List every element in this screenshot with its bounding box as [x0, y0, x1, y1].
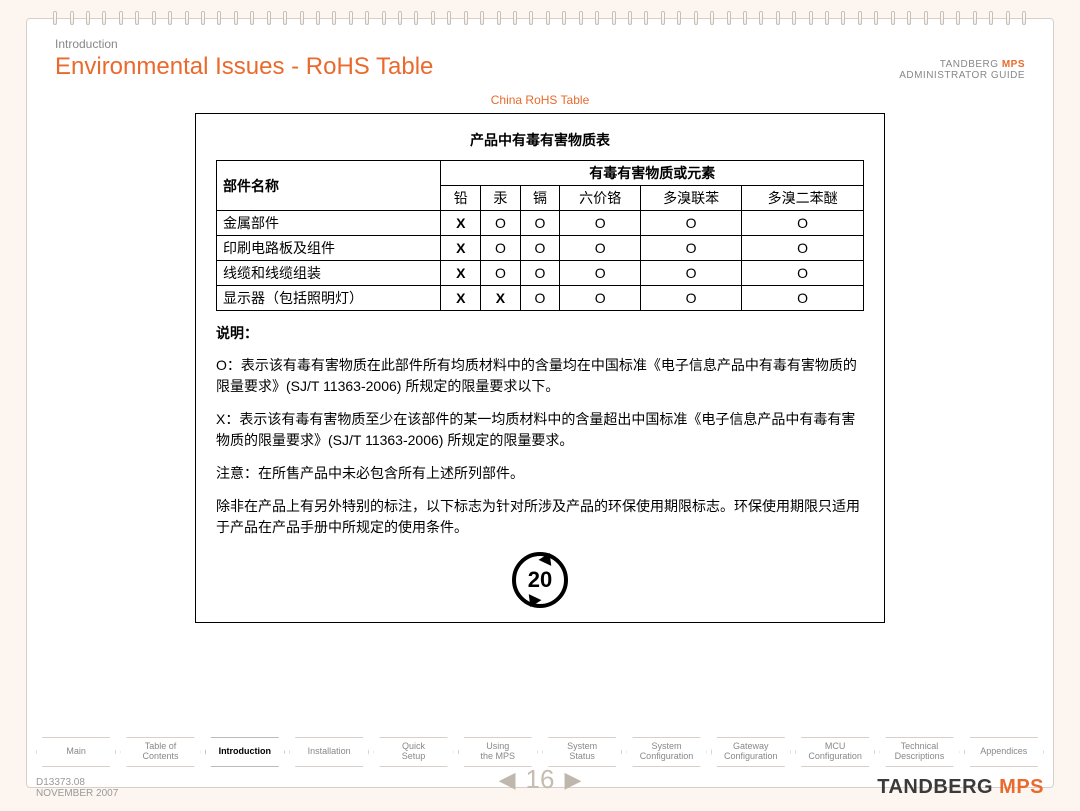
- substance-cell: O: [560, 286, 641, 311]
- page-header: Introduction Environmental Issues - RoHS…: [27, 19, 1053, 85]
- rohs-table-head: 部件名称有毒有害物质或元素铅汞镉六价铬多溴联苯多溴二苯醚: [217, 161, 864, 211]
- doc-id: D13373.08: [36, 777, 118, 788]
- nav-tab[interactable]: TechnicalDescriptions: [879, 737, 959, 767]
- efup-years: 20: [528, 567, 552, 593]
- part-name-cell: 显示器（包括照明灯）: [217, 286, 441, 311]
- nav-tab[interactable]: Table ofContents: [120, 737, 200, 767]
- part-name-cell: 金属部件: [217, 211, 441, 236]
- nav-tab[interactable]: Main: [36, 737, 116, 767]
- substance-cell: O: [560, 261, 641, 286]
- substance-cell: O: [481, 211, 521, 236]
- col-header-substance: 镉: [520, 186, 560, 211]
- substance-cell: O: [742, 261, 864, 286]
- footer-brand: TANDBERG MPS: [877, 776, 1044, 799]
- nav-tab[interactable]: MCUConfiguration: [795, 737, 875, 767]
- section-subheading: China RoHS Table: [27, 93, 1053, 107]
- next-page-arrow[interactable]: ▶: [564, 767, 581, 793]
- substance-cell: O: [481, 236, 521, 261]
- rohs-table-body: 金属部件XOOOOO印刷电路板及组件XOOOOO线缆和线缆组装XOOOOO显示器…: [217, 211, 864, 311]
- paragraph-note: 注意：在所售产品中未必包含所有上述所列部件。: [216, 463, 864, 484]
- substance-cell: O: [742, 286, 864, 311]
- pager: ◀ 16 ▶: [499, 764, 582, 795]
- page-title: Environmental Issues - RoHS Table: [55, 53, 433, 81]
- substance-cell: O: [560, 236, 641, 261]
- substance-cell: O: [640, 261, 741, 286]
- page-number: 16: [526, 764, 555, 795]
- substance-cell: O: [520, 236, 560, 261]
- col-header-substance-group: 有毒有害物质或元素: [441, 161, 864, 186]
- brand-product: MPS: [1002, 59, 1025, 70]
- spiral-binding: [27, 11, 1053, 25]
- nav-tab[interactable]: SystemConfiguration: [626, 737, 706, 767]
- substance-cell: O: [640, 211, 741, 236]
- paragraph-efup: 除非在产品上有另外特别的标注，以下标志为针对所涉及产品的环保使用期限标志。环保使…: [216, 496, 864, 538]
- substance-cell: O: [520, 286, 560, 311]
- substance-cell: X: [441, 236, 481, 261]
- paragraph-x: X：表示该有毒有害物质至少在该部件的某一均质材料中的含量超出中国标准《电子信息产…: [216, 409, 864, 451]
- table-row: 线缆和线缆组装XOOOOO: [217, 261, 864, 286]
- breadcrumb: Introduction: [55, 37, 433, 51]
- col-header-substance: 铅: [441, 186, 481, 211]
- col-header-substance: 多溴二苯醚: [742, 186, 864, 211]
- substance-cell: X: [441, 261, 481, 286]
- document-page: Introduction Environmental Issues - RoHS…: [26, 18, 1054, 788]
- paragraph-o: O：表示该有毒有害物质在此部件所有均质材料中的含量均在中国标准《电子信息产品中有…: [216, 355, 864, 397]
- explain-label: 说明：: [216, 323, 864, 343]
- col-header-substance: 六价铬: [560, 186, 641, 211]
- rohs-content-box: 产品中有毒有害物质表 部件名称有毒有害物质或元素铅汞镉六价铬多溴联苯多溴二苯醚 …: [195, 113, 885, 623]
- col-header-part: 部件名称: [217, 161, 441, 211]
- substance-cell: O: [742, 211, 864, 236]
- table-caption: 产品中有毒有害物质表: [216, 130, 864, 150]
- substance-cell: O: [742, 236, 864, 261]
- nav-tab[interactable]: SystemStatus: [542, 737, 622, 767]
- doc-date: NOVEMBER 2007: [36, 788, 118, 799]
- substance-cell: X: [441, 286, 481, 311]
- substance-cell: O: [520, 211, 560, 236]
- doc-brand: TANDBERG MPS ADMINISTRATOR GUIDE: [899, 59, 1025, 81]
- substance-cell: X: [441, 211, 481, 236]
- substance-cell: O: [520, 261, 560, 286]
- nav-tabs: MainTable ofContentsIntroductionInstalla…: [26, 737, 1054, 767]
- nav-tab[interactable]: Installation: [289, 737, 369, 767]
- doc-meta: D13373.08 NOVEMBER 2007: [36, 777, 118, 799]
- col-header-substance: 多溴联苯: [640, 186, 741, 211]
- substance-cell: X: [481, 286, 521, 311]
- nav-tab[interactable]: QuickSetup: [373, 737, 453, 767]
- page-footer: D13373.08 NOVEMBER 2007 ◀ 16 ▶ TANDBERG …: [36, 776, 1044, 799]
- nav-tab[interactable]: Usingthe MPS: [458, 737, 538, 767]
- substance-cell: O: [560, 211, 641, 236]
- part-name-cell: 线缆和线缆组装: [217, 261, 441, 286]
- col-header-substance: 汞: [481, 186, 521, 211]
- substance-cell: O: [640, 236, 741, 261]
- nav-tab[interactable]: Introduction: [205, 737, 285, 767]
- substance-cell: O: [481, 261, 521, 286]
- nav-tab[interactable]: Appendices: [964, 737, 1044, 767]
- rohs-table: 部件名称有毒有害物质或元素铅汞镉六价铬多溴联苯多溴二苯醚 金属部件XOOOOO印…: [216, 160, 864, 311]
- table-row: 显示器（包括照明灯）XXOOOO: [217, 286, 864, 311]
- doc-subtitle: ADMINISTRATOR GUIDE: [899, 70, 1025, 81]
- table-row: 印刷电路板及组件XOOOOO: [217, 236, 864, 261]
- nav-tab[interactable]: GatewayConfiguration: [711, 737, 791, 767]
- part-name-cell: 印刷电路板及组件: [217, 236, 441, 261]
- brand-name: TANDBERG: [940, 59, 1002, 70]
- prev-page-arrow[interactable]: ◀: [499, 767, 516, 793]
- substance-cell: O: [640, 286, 741, 311]
- efup-symbol: 20: [512, 552, 568, 608]
- table-row: 金属部件XOOOOO: [217, 211, 864, 236]
